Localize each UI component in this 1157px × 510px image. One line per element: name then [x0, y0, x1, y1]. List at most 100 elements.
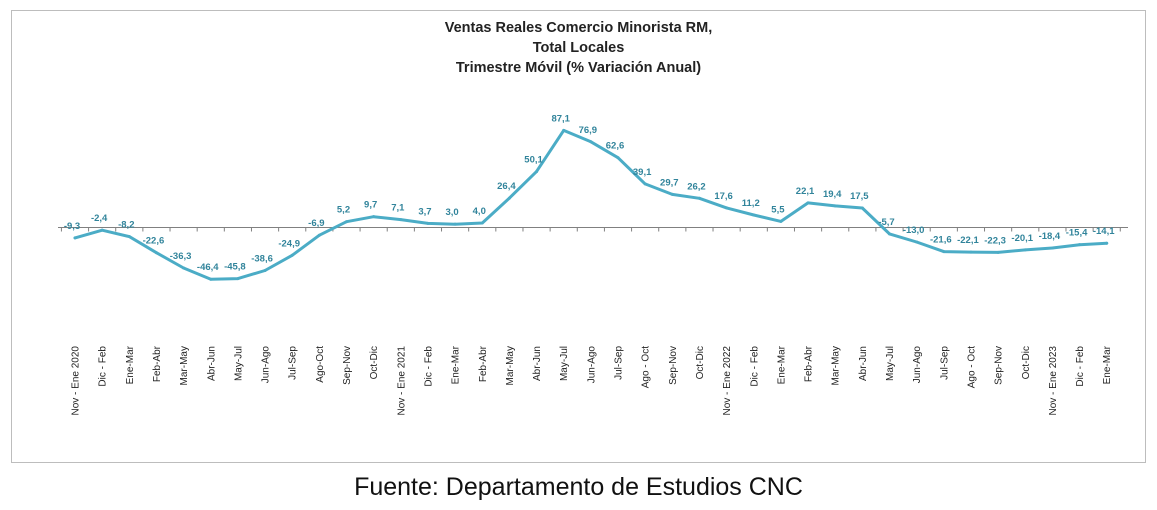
data-label: -45,8 — [224, 262, 246, 273]
data-point — [426, 221, 430, 225]
data-label: 39,1 — [633, 167, 652, 178]
chart-title-line-1: Ventas Reales Comercio Minorista RM, — [444, 20, 713, 36]
x-tick-label: May-Jul — [885, 346, 896, 381]
data-point — [697, 196, 701, 200]
data-label: 26,4 — [497, 181, 516, 192]
chart-title-line-3: Trimestre Móvil (% Variación Anual) — [455, 60, 702, 76]
data-label: -20,1 — [1011, 233, 1033, 244]
x-tick-label: Ene-Mar — [125, 345, 136, 384]
x-tick-label: Oct-Dic — [695, 346, 706, 379]
data-point — [399, 218, 403, 222]
data-label: -46,4 — [197, 262, 219, 273]
data-label: 3,7 — [418, 206, 431, 217]
chart-title: Ventas Reales Comercio Minorista RM, Tot… — [0, 18, 1157, 78]
data-point — [833, 204, 837, 208]
x-tick-label: May-Jul — [559, 346, 570, 381]
x-tick-label: Nov - Ene 2020 — [71, 346, 82, 416]
x-tick-label: Oct-Dic — [1021, 346, 1032, 379]
x-tick-label: May-Jul — [233, 346, 244, 381]
x-tick-label: Dic - Feb — [98, 346, 109, 387]
data-point — [670, 192, 674, 196]
x-tick-label: Jul-Sep — [939, 346, 950, 380]
data-point — [535, 170, 539, 174]
data-point — [317, 233, 321, 237]
data-point — [100, 228, 104, 232]
data-label: 5,2 — [337, 205, 350, 216]
x-tick-label: Jul-Sep — [288, 346, 299, 380]
x-tick-label: Sep-Nov — [994, 346, 1005, 385]
data-label: -9,3 — [64, 221, 80, 232]
data-label: 7,1 — [391, 203, 405, 214]
data-point — [915, 240, 919, 244]
x-tick-label: Ago - Oct — [966, 346, 977, 388]
x-tick-label: Ene-Mar — [776, 345, 787, 384]
x-tick-label: Ene-Mar — [1102, 345, 1113, 384]
data-point — [453, 222, 457, 226]
data-label: 9,7 — [364, 200, 377, 211]
data-label: -14,1 — [1093, 226, 1115, 237]
data-point — [209, 277, 213, 281]
line-chart: -9,3 -2,4 -8,2 -22,6 -36,3 -46,4 -45,8 -38,6 -24… — [58, 113, 1128, 416]
data-point — [779, 219, 783, 223]
data-label: 22,1 — [796, 186, 815, 197]
data-point — [182, 266, 186, 270]
data-label: -18,4 — [1039, 231, 1061, 242]
data-point — [562, 128, 566, 132]
data-label: 4,0 — [473, 206, 486, 217]
data-point — [507, 196, 511, 200]
data-label: -6,9 — [308, 218, 324, 229]
data-point — [969, 250, 973, 254]
source-caption: Fuente: Departamento de Estudios CNC — [354, 473, 803, 501]
data-label: -13,0 — [903, 225, 925, 236]
chart-title-line-2: Total Locales — [532, 40, 625, 56]
data-label: 17,5 — [850, 191, 869, 202]
data-label: 50,1 — [524, 155, 543, 166]
data-point — [752, 213, 756, 217]
data-label: -22,3 — [984, 235, 1006, 246]
data-point — [942, 250, 946, 254]
data-point — [888, 232, 891, 236]
x-tick-label: Sep-Nov — [668, 346, 679, 385]
data-label: -24,9 — [278, 238, 300, 249]
x-tick-label: Abr-Jun — [206, 346, 217, 381]
x-tick-label: Mar-May — [179, 346, 190, 385]
x-tick-label: Feb-Abr — [152, 345, 163, 382]
data-point — [290, 253, 294, 257]
x-tick-label: Ago - Oct — [641, 346, 652, 388]
data-point — [1050, 246, 1054, 250]
data-label: -2,4 — [91, 213, 108, 224]
x-tick-label: Dic - Feb — [1075, 346, 1086, 387]
data-label: 87,1 — [551, 113, 570, 124]
x-tick-label: Jul-Sep — [614, 346, 625, 380]
data-point — [127, 235, 131, 239]
data-point — [480, 221, 484, 225]
data-point — [154, 251, 158, 255]
data-point — [263, 269, 267, 273]
x-tick-label: Nov - Ene 2022 — [722, 346, 733, 416]
data-point — [73, 236, 77, 240]
x-tick-label: Jun-Ago — [586, 346, 597, 384]
x-tick-label: Ene-Mar — [451, 345, 462, 384]
data-point — [345, 220, 348, 224]
data-point — [589, 140, 593, 144]
data-label: -22,6 — [143, 236, 165, 247]
data-label: 26,2 — [687, 181, 706, 192]
x-tick-label: Dic - Feb — [749, 346, 760, 387]
data-label: -21,6 — [930, 235, 952, 246]
x-tick-label: Dic - Feb — [423, 346, 434, 387]
data-label: 11,2 — [742, 198, 760, 209]
data-point — [616, 156, 620, 160]
x-tick-label: Nov - Ene 2023 — [1048, 346, 1059, 416]
data-label: 62,6 — [606, 141, 625, 152]
data-label: 76,9 — [579, 125, 598, 136]
data-point — [372, 215, 376, 219]
data-label: 17,6 — [714, 191, 733, 202]
x-tick-label: Oct-Dic — [369, 346, 380, 379]
data-label: -15,4 — [1066, 228, 1088, 239]
data-point — [996, 250, 1000, 254]
data-label: -5,7 — [878, 217, 894, 228]
chart-frame — [11, 10, 1146, 463]
data-label: -38,6 — [251, 254, 273, 265]
data-point — [806, 201, 810, 205]
data-point — [1078, 243, 1082, 247]
